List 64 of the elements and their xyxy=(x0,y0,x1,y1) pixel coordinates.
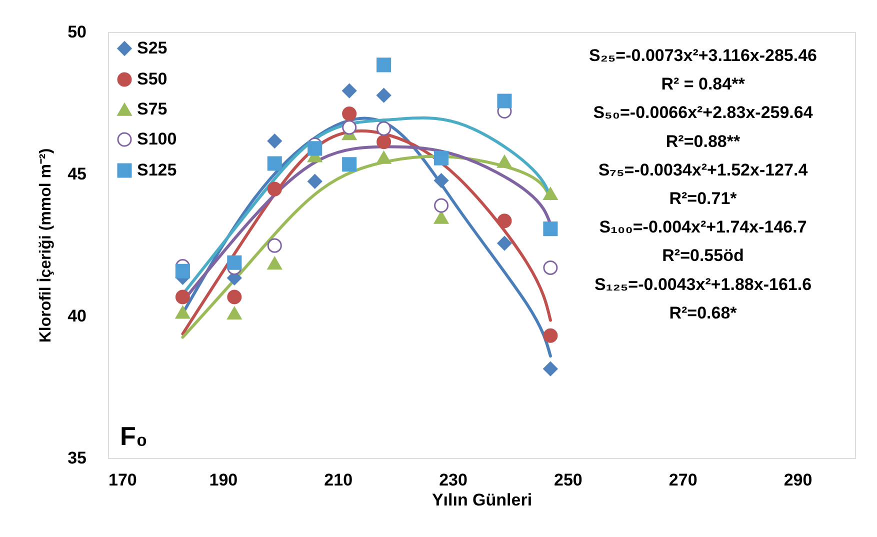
point xyxy=(376,88,392,103)
annotation: S₂₅=-0.0073x²+3.116x-285.46 xyxy=(588,46,818,65)
annotation: R²=0.88** xyxy=(666,132,740,151)
point xyxy=(543,222,558,236)
point xyxy=(376,121,392,136)
point xyxy=(434,173,449,188)
point xyxy=(267,182,282,196)
annotation: R² = 0.84** xyxy=(661,74,746,94)
point xyxy=(342,84,357,98)
y-tick-label: 45 xyxy=(68,164,86,184)
point xyxy=(434,211,449,224)
point xyxy=(342,157,357,172)
y-tick-label: 35 xyxy=(68,448,86,468)
point xyxy=(497,94,512,108)
point xyxy=(227,290,242,304)
x-tick-label: 170 xyxy=(108,470,137,490)
annotation: R²=0.68* xyxy=(669,303,738,322)
point xyxy=(497,214,512,228)
y-tick-label: 50 xyxy=(68,22,86,42)
x-tick-label: 290 xyxy=(784,470,812,490)
point xyxy=(376,58,392,72)
point xyxy=(376,134,392,150)
point xyxy=(227,255,242,270)
point xyxy=(175,264,190,278)
point xyxy=(342,120,357,135)
point xyxy=(342,106,357,122)
point xyxy=(434,198,449,213)
annotation: F₀ xyxy=(120,421,148,451)
point xyxy=(434,150,449,166)
annotation: R²=0.71* xyxy=(669,189,738,208)
point xyxy=(175,290,190,304)
point xyxy=(543,362,558,376)
x-axis-title: Yılın Günleri xyxy=(432,490,532,510)
legend-label: S100 xyxy=(137,130,177,148)
point xyxy=(543,187,558,200)
point xyxy=(308,174,322,189)
point xyxy=(308,141,322,156)
x-tick-label: 230 xyxy=(439,470,468,490)
point xyxy=(267,256,282,270)
x-tick-label: 270 xyxy=(668,470,698,490)
point xyxy=(175,306,190,319)
x-tick-label: 250 xyxy=(554,470,582,490)
legend-label: S25 xyxy=(137,38,168,58)
annotation: R²=0.55öd xyxy=(662,246,744,266)
y-axis-title: Klorofil İçeriği (mmol m⁻²) xyxy=(36,148,55,343)
point xyxy=(227,306,242,320)
annotation: S₇₅=-0.0034x²+1.52x-127.4 xyxy=(598,160,808,180)
point xyxy=(267,238,282,253)
y-tick-label: 40 xyxy=(68,306,86,326)
point xyxy=(543,328,558,343)
x-tick-label: 190 xyxy=(209,470,238,490)
legend-label: S75 xyxy=(137,100,168,118)
x-tick-label: 210 xyxy=(324,470,353,490)
point xyxy=(267,134,282,148)
annotation: S₅₀=-0.0066x²+2.83x-259.64 xyxy=(593,103,814,122)
annotation: S₁₂₅=-0.0043x²+1.88x-161.6 xyxy=(594,274,812,294)
point xyxy=(497,236,512,251)
point xyxy=(497,155,512,168)
legend-label: S125 xyxy=(137,160,177,180)
annotation: S₁₀₀=-0.004x²+1.74x-146.7 xyxy=(599,218,807,237)
point xyxy=(376,151,392,164)
point xyxy=(543,260,558,275)
legend-label: S50 xyxy=(137,70,168,88)
point xyxy=(267,156,282,171)
